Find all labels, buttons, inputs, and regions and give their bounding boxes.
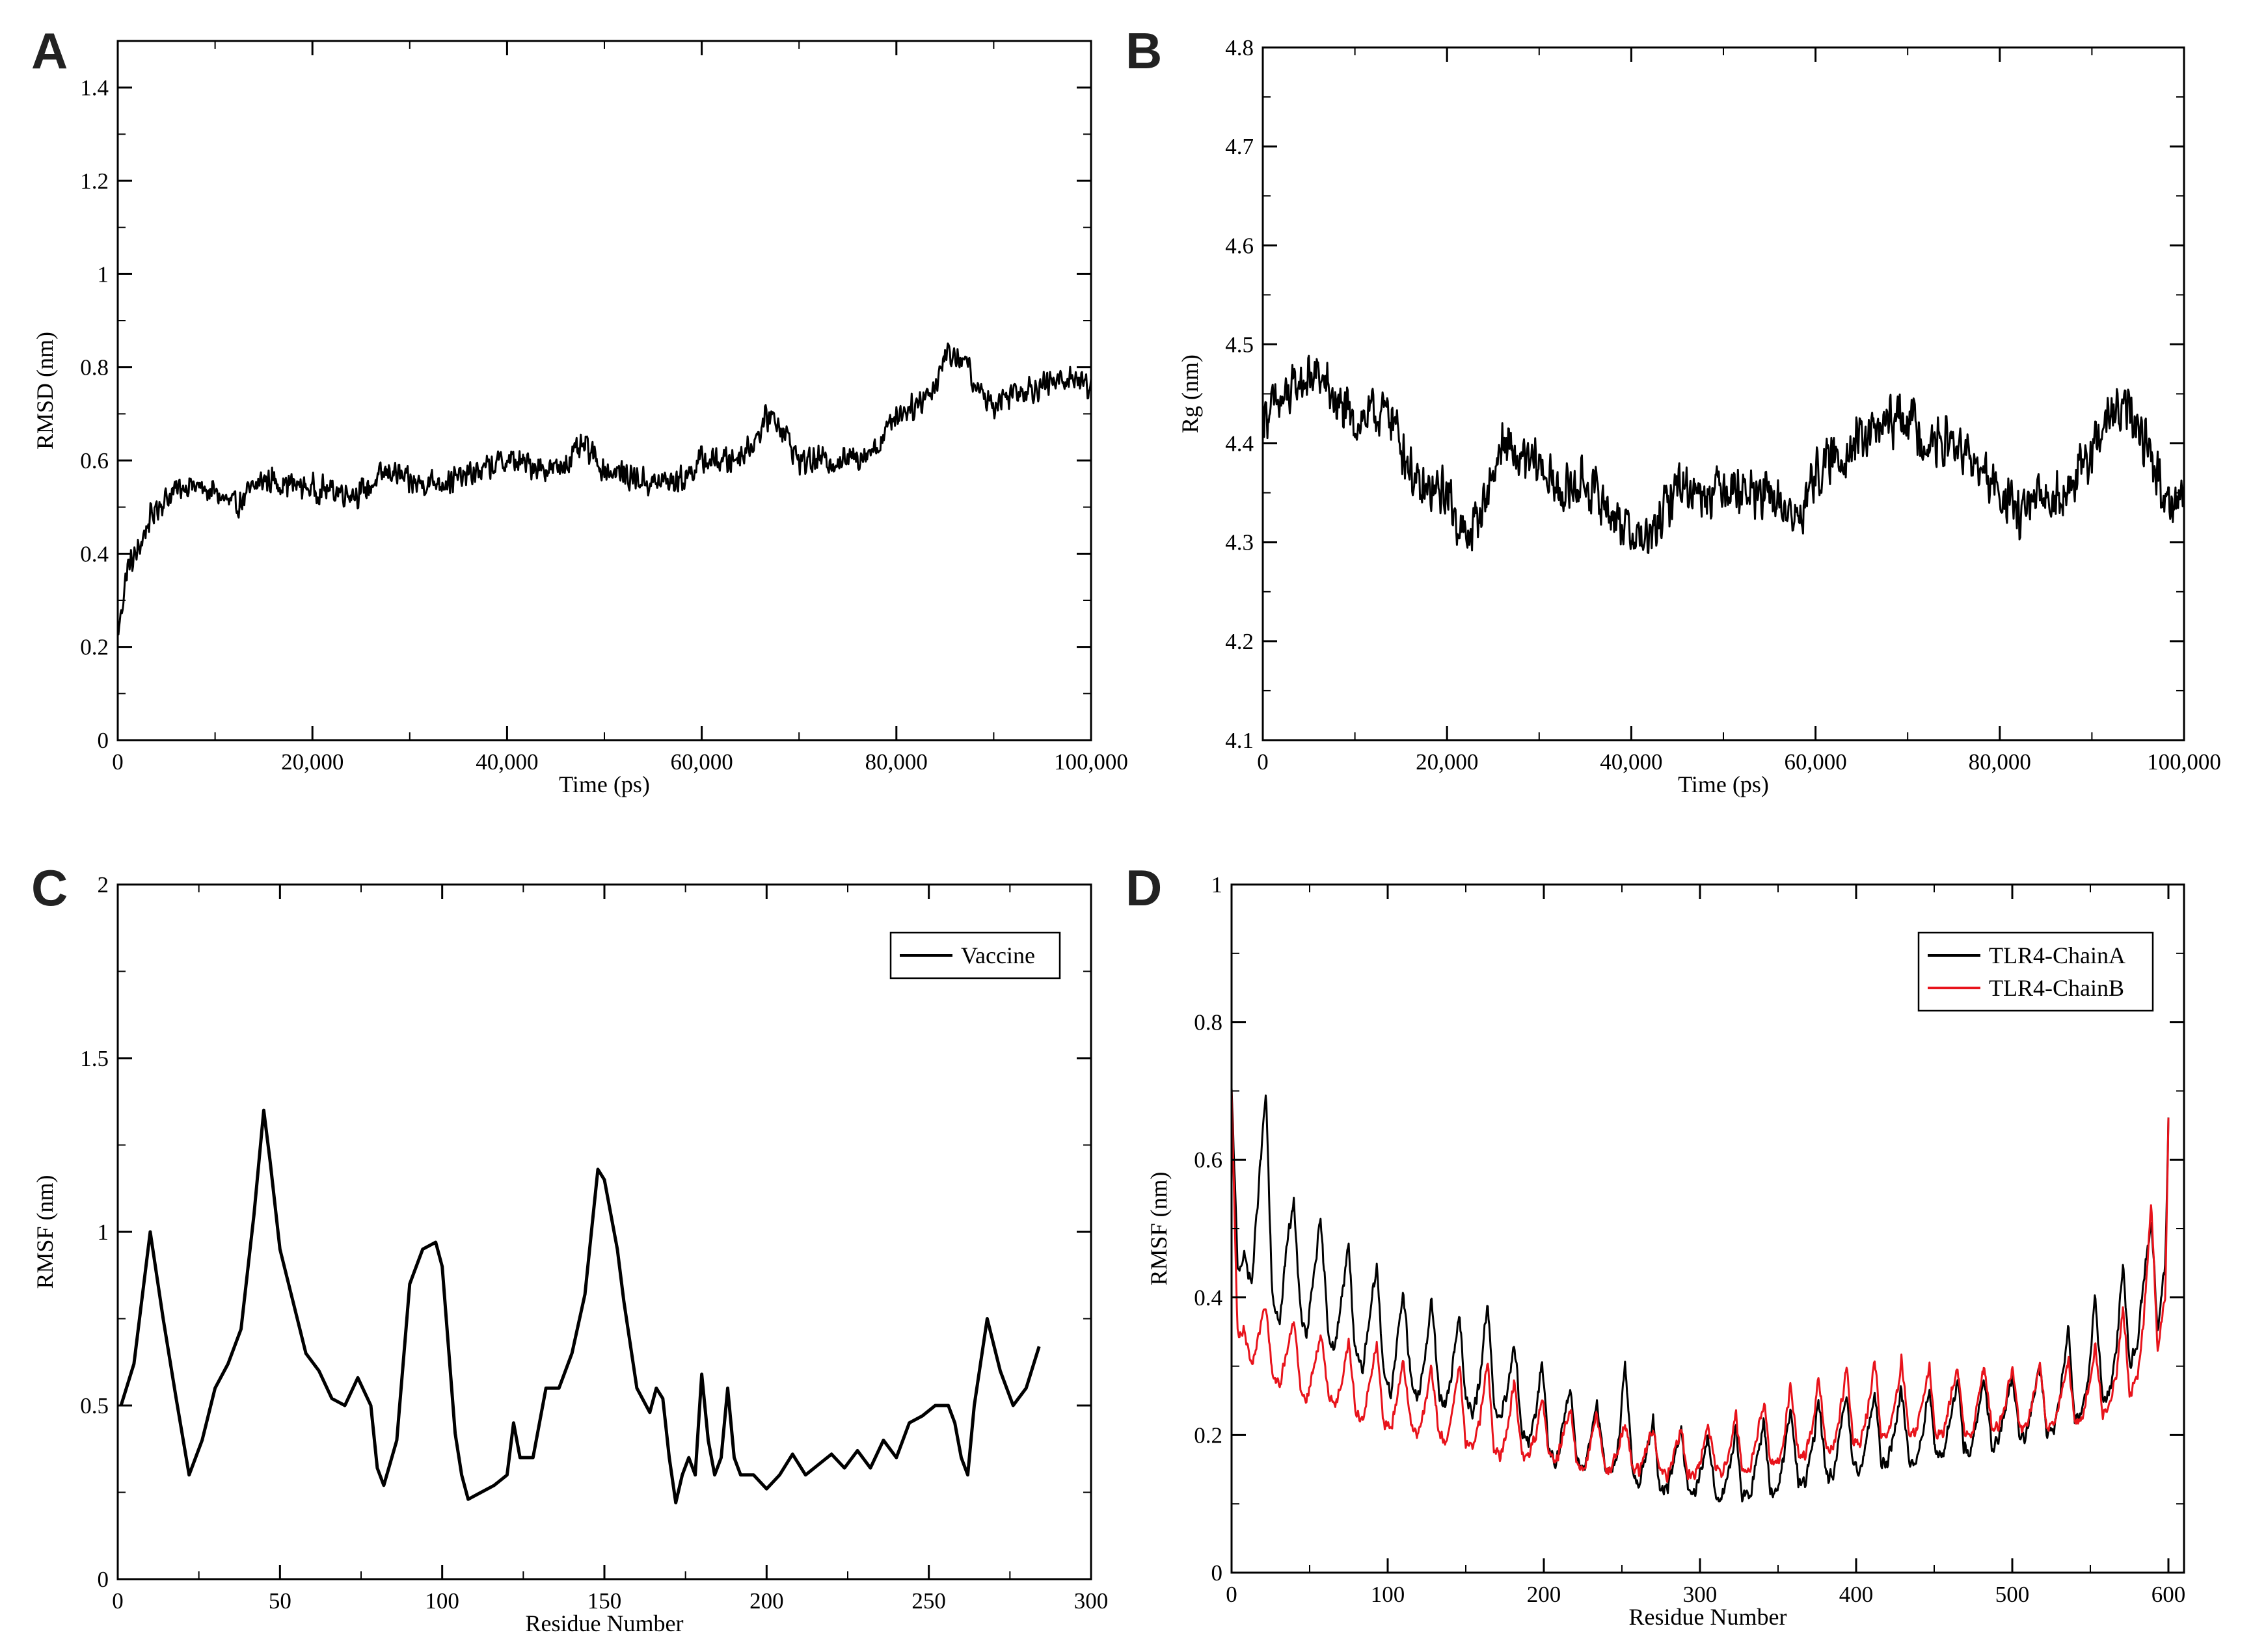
y-tick-label: 4.1 [1225, 728, 1254, 753]
y-tick-label: 0.8 [1194, 1010, 1222, 1035]
x-axis-label: Residue Number [526, 1610, 684, 1636]
y-axis-label: RMSF (nm) [32, 1175, 58, 1288]
legend-entry-label: Vaccine [961, 942, 1035, 968]
x-tick-label: 40,000 [1600, 749, 1662, 775]
y-tick-label: 4.3 [1225, 530, 1254, 555]
y-tick-label: 1 [98, 1219, 109, 1245]
y-tick-label: 1 [98, 261, 109, 287]
x-tick-label: 150 [587, 1588, 622, 1614]
x-tick-label: 600 [2151, 1582, 2186, 1607]
x-tick-label: 50 [269, 1588, 291, 1614]
legend-box [1917, 931, 2154, 1012]
y-tick-label: 4.7 [1225, 134, 1254, 159]
x-tick-label: 0 [112, 1588, 124, 1614]
panel-letter-c: C [31, 859, 68, 916]
y-tick-label: 0.2 [1194, 1422, 1222, 1448]
y-tick-label: 0 [98, 1567, 109, 1592]
x-tick-label: 60,000 [670, 749, 733, 775]
chart-panel-a: 0 20,000 40,000 60,000 80,000 100,000 0 0.2 0.4 0… [32, 40, 1128, 797]
y-tick-label: 0 [98, 728, 109, 753]
x-tick-label: 20,000 [1416, 749, 1478, 775]
y-tick-label: 1 [1211, 872, 1223, 898]
x-tick-label: 500 [1995, 1582, 2030, 1607]
x-tick-label: 100 [1371, 1582, 1405, 1607]
y-tick-label: 4.8 [1225, 35, 1254, 60]
y-tick-label: 4.2 [1225, 629, 1254, 654]
chart-panel-b: 0 20,000 40,000 60,000 80,000 100,000 4.1 4.2 4.… [1177, 35, 2221, 797]
y-tick-label: 1.4 [80, 75, 109, 101]
x-tick-label: 0 [1226, 1582, 1237, 1607]
y-tick-label: 0.6 [80, 448, 109, 473]
x-axis-label: Residue Number [1629, 1604, 1787, 1630]
plot-frame [116, 40, 1092, 741]
y-tick-label: 0.4 [80, 541, 109, 566]
panel-letter-b: B [1126, 22, 1162, 79]
y-tick-label: 4.6 [1225, 233, 1254, 258]
x-tick-label: 80,000 [865, 749, 928, 775]
x-tick-label: 400 [1839, 1582, 1874, 1607]
x-tick-label: 250 [911, 1588, 946, 1614]
series-line-tlr4-chainb [1232, 1088, 2170, 1483]
series-line-rmsd [118, 342, 1091, 635]
x-tick-label: 300 [1683, 1582, 1718, 1607]
y-tick-label: 4.5 [1225, 332, 1254, 357]
chart-panel-c: 0 50 100 150 200 250 300 0 0.5 1 1.5 2 Residue Numbe… [32, 872, 1108, 1636]
y-tick-label: 0.8 [80, 355, 109, 380]
y-tick-label: 1.5 [80, 1046, 109, 1071]
series-line-tlr4-chaina [1232, 1087, 2170, 1502]
x-tick-label: 60,000 [1784, 749, 1846, 775]
x-tick-label: 100,000 [2147, 749, 2221, 775]
y-tick-label: 0.4 [1194, 1285, 1222, 1311]
y-tick-label: 0.2 [80, 635, 109, 660]
legend-entry-label: TLR4-ChainA [1989, 942, 2125, 968]
y-tick-label: 0.5 [80, 1393, 109, 1419]
y-tick-label: 0.6 [1194, 1147, 1222, 1173]
y-tick-label: 2 [98, 872, 109, 898]
y-axis-label: RMSF (nm) [1146, 1171, 1172, 1285]
y-tick-label: 0 [1211, 1560, 1223, 1586]
series-line-rg [1263, 354, 2184, 554]
series-line-vaccine [119, 1108, 1041, 1504]
x-tick-label: 0 [1257, 749, 1269, 775]
y-tick-label: 1.2 [80, 168, 109, 194]
x-axis-label: Time (ps) [559, 771, 650, 797]
x-tick-label: 200 [1527, 1582, 1561, 1607]
x-tick-label: 0 [112, 749, 124, 775]
legend-entry-label: TLR4-ChainB [1989, 975, 2124, 1001]
x-tick-label: 100 [425, 1588, 459, 1614]
x-tick-label: 300 [1074, 1588, 1109, 1614]
x-tick-label: 80,000 [1969, 749, 2031, 775]
y-axis-label: Rg (nm) [1177, 354, 1203, 433]
plot-frame [1261, 46, 2185, 741]
y-axis-label: RMSD (nm) [32, 332, 58, 449]
x-tick-label: 200 [749, 1588, 784, 1614]
x-tick-label: 40,000 [476, 749, 538, 775]
x-axis-label: Time (ps) [1678, 771, 1769, 797]
panel-letter-d: D [1126, 859, 1162, 916]
x-tick-label: 100,000 [1054, 749, 1128, 775]
x-tick-label: 20,000 [281, 749, 344, 775]
chart-panel-d: 0 100 200 300 400 500 600 0 0.2 0.4 0.6 0.8 1 Residue… [1146, 872, 2185, 1630]
panel-letter-a: A [31, 22, 68, 79]
y-tick-label: 4.4 [1225, 431, 1254, 457]
plot-frame [116, 883, 1092, 1580]
